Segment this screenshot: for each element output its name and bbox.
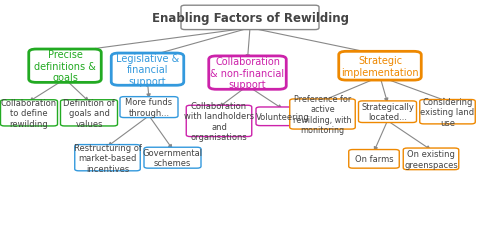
- FancyBboxPatch shape: [186, 106, 252, 137]
- Text: Collaboration
& non-financial
support: Collaboration & non-financial support: [210, 57, 284, 90]
- FancyBboxPatch shape: [358, 101, 416, 123]
- FancyBboxPatch shape: [0, 100, 58, 126]
- Text: On farms: On farms: [354, 155, 394, 164]
- FancyBboxPatch shape: [75, 145, 140, 171]
- FancyBboxPatch shape: [403, 148, 459, 170]
- Text: Precise
definitions &
goals: Precise definitions & goals: [34, 50, 96, 83]
- FancyBboxPatch shape: [209, 57, 286, 90]
- FancyBboxPatch shape: [181, 6, 319, 30]
- Text: Preference for
active
rewilding, with
monitoring: Preference for active rewilding, with mo…: [293, 95, 352, 134]
- Text: Collaboration
to define
rewilding: Collaboration to define rewilding: [1, 98, 57, 128]
- FancyBboxPatch shape: [349, 150, 399, 169]
- Text: Enabling Factors of Rewilding: Enabling Factors of Rewilding: [152, 12, 348, 25]
- FancyBboxPatch shape: [420, 100, 475, 124]
- FancyBboxPatch shape: [290, 99, 355, 129]
- Text: Legislative &
financial
support: Legislative & financial support: [116, 53, 179, 86]
- Text: Considering
existing land
use: Considering existing land use: [420, 97, 474, 127]
- Text: Collaboration
with landholders
and
organisations: Collaboration with landholders and organ…: [184, 101, 254, 141]
- Text: Strategically
located...: Strategically located...: [361, 103, 414, 122]
- Text: On existing
greenspaces: On existing greenspaces: [404, 150, 458, 169]
- Text: More funds
through...: More funds through...: [126, 98, 172, 117]
- FancyBboxPatch shape: [120, 97, 178, 118]
- Text: Volunteering: Volunteering: [256, 112, 310, 121]
- FancyBboxPatch shape: [256, 108, 309, 126]
- Text: Governmental
schemes: Governmental schemes: [142, 148, 203, 168]
- FancyBboxPatch shape: [111, 54, 184, 86]
- FancyBboxPatch shape: [339, 52, 421, 81]
- FancyBboxPatch shape: [60, 100, 118, 126]
- FancyBboxPatch shape: [144, 147, 201, 169]
- Text: Restructuring of
market-based
incentives: Restructuring of market-based incentives: [74, 143, 142, 173]
- Text: Strategic
implementation: Strategic implementation: [341, 56, 419, 77]
- Text: Definition of
goals and
values: Definition of goals and values: [63, 98, 115, 128]
- FancyBboxPatch shape: [29, 50, 101, 83]
